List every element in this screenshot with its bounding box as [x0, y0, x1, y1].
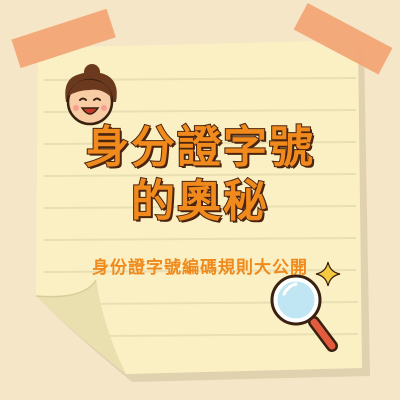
- cartoon-face-icon: [65, 64, 117, 126]
- curled-corner: [36, 280, 126, 374]
- tape-top-left: [11, 8, 116, 69]
- title-line-1: 身分證字號: [84, 121, 315, 174]
- title-line-2: 的奧秘: [130, 175, 269, 228]
- sparkle-icon: [315, 261, 341, 287]
- magnifying-glass-icon: [270, 274, 338, 352]
- subtitle: 身份證字號編碼規則大公開: [92, 258, 308, 278]
- tape-top-right: [293, 2, 393, 75]
